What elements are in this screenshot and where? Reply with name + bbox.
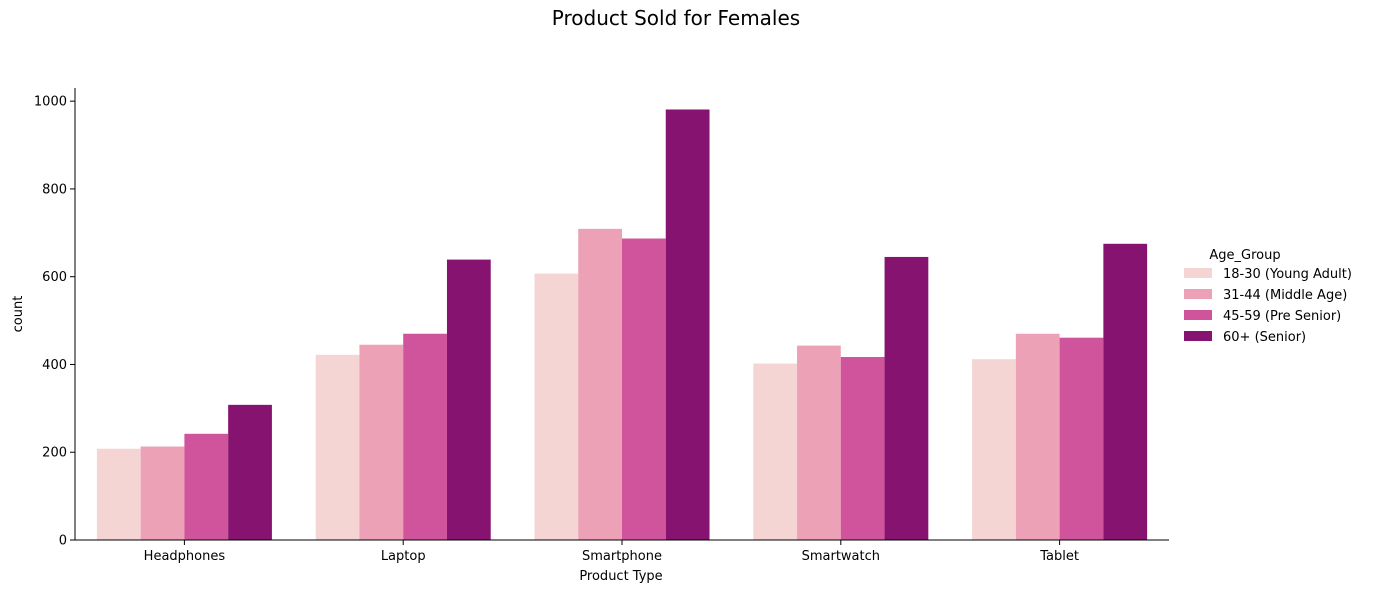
bar-laptop-series-3 [446, 259, 491, 540]
legend: Age_Group 18-30 (Young Adult) 31-44 (Midd… [1184, 248, 1352, 345]
x-axis-label: Product Type [579, 569, 662, 584]
bar-tablet-series-3 [1103, 243, 1148, 541]
y-tick-label: 200 [42, 446, 67, 461]
legend-label-2: 45-59 (Pre Senior) [1223, 309, 1341, 324]
legend-swatch-1 [1184, 289, 1212, 299]
bar-headphones-series-0 [96, 448, 141, 540]
x-tick-label-tablet: Tablet [1039, 549, 1079, 564]
bar-headphones-series-2 [184, 433, 229, 540]
legend-title: Age_Group [1209, 248, 1280, 263]
bar-laptop-series-1 [359, 344, 404, 540]
bar-smartphone-series-2 [622, 238, 666, 540]
y-tick-label: 400 [42, 358, 67, 373]
x-tick-label-headphones: Headphones [144, 549, 226, 564]
bar-smartwatch-series-2 [840, 357, 885, 540]
bar-smartwatch-series-3 [884, 256, 929, 540]
bar-tablet-series-0 [972, 359, 1016, 540]
legend-label-3: 60+ (Senior) [1223, 330, 1306, 345]
bars-group [96, 109, 1148, 541]
legend-swatch-0 [1184, 268, 1212, 278]
bar-headphones-series-3 [228, 404, 272, 540]
bar-laptop-series-0 [315, 354, 360, 540]
y-tick-label: 800 [42, 182, 67, 197]
y-tick-label: 0 [59, 534, 67, 549]
bar-smartwatch-series-1 [797, 345, 841, 540]
bar-smartphone-series-3 [665, 109, 710, 540]
legend-swatch-3 [1184, 331, 1212, 341]
legend-items: 18-30 (Young Adult) 31-44 (Middle Age) 45-… [1184, 267, 1352, 345]
bar-tablet-series-1 [1015, 333, 1060, 540]
legend-label-0: 18-30 (Young Adult) [1223, 267, 1352, 282]
bar-smartwatch-series-0 [753, 363, 798, 540]
y-axis-ticks: 0 200 400 600 800 1000 [34, 95, 75, 549]
x-tick-label-laptop: Laptop [381, 549, 426, 564]
bar-tablet-series-2 [1059, 337, 1104, 540]
bar-headphones-series-1 [140, 446, 185, 540]
y-tick-label: 1000 [34, 95, 67, 110]
legend-swatch-2 [1184, 310, 1212, 320]
bar-laptop-series-2 [403, 333, 447, 540]
y-tick-label: 600 [42, 270, 67, 285]
bar-smartphone-series-0 [534, 273, 579, 540]
y-axis-label: count [11, 296, 26, 333]
bar-smartphone-series-1 [578, 228, 622, 540]
chart-title: Product Sold for Females [552, 6, 800, 30]
legend-label-1: 31-44 (Middle Age) [1223, 288, 1347, 303]
x-tick-label-smartphone: Smartphone [582, 549, 662, 564]
x-tick-label-smartwatch: Smartwatch [802, 549, 880, 564]
x-axis-ticks: Headphones Laptop Smartphone Smartwatch Tabl… [144, 540, 1079, 564]
